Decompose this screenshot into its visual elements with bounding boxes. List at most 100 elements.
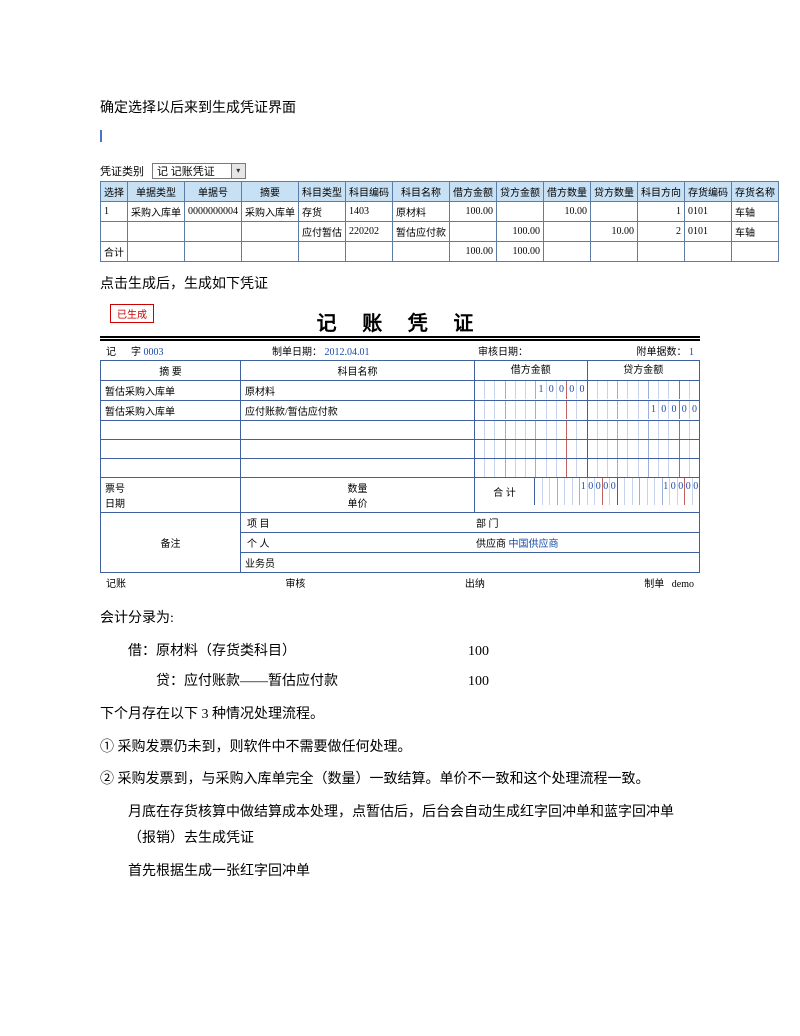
voucher-debit — [475, 459, 588, 478]
grid-total-cell: 合计 — [101, 241, 128, 261]
grid-total-cell — [128, 241, 185, 261]
h-credit: 贷方金额 — [587, 361, 700, 381]
footer-audit: 审核 — [285, 575, 305, 590]
voucher-debit: 10000 — [475, 381, 588, 401]
voucher-meta: 记 字 0003 制单日期： 2012.04.01 审核日期： 附单据数： 1 — [100, 341, 700, 360]
supplier-label: 供应商 — [476, 539, 506, 550]
grid-cell: 100.00 — [497, 221, 544, 241]
grid-cell: 采购入库单 — [128, 201, 185, 221]
h-subject: 科目名称 — [241, 361, 475, 381]
footer-book: 记账 — [106, 575, 126, 590]
generated-badge: 已生成 — [110, 304, 154, 323]
voucher-credit: 10000 — [587, 401, 700, 421]
vertical-bar — [100, 130, 102, 142]
grid-cell — [591, 201, 638, 221]
entry-credit-label: 贷：应付账款——暂估应付款 — [156, 669, 468, 696]
person-label: 个 人 — [241, 533, 470, 552]
voucher-table: 摘 要 科目名称 借方金额 贷方金额 暂估采购入库单原材料10000暂估采购入库… — [100, 360, 700, 573]
make-date-label: 制单日期： — [272, 343, 322, 358]
grid-cell: 0000000004 — [185, 201, 242, 221]
voucher-summary: 暂估采购入库单 — [101, 401, 241, 421]
voucher-credit — [587, 381, 700, 401]
voucher-summary: 暂估采购入库单 — [101, 381, 241, 401]
grid-cell — [242, 221, 299, 241]
grid-cell: 10.00 — [544, 201, 591, 221]
voucher-credit — [587, 421, 700, 440]
attach-num: 1 — [689, 347, 694, 358]
entry-credit-value: 100 — [468, 669, 548, 696]
remark-label: 备注 — [101, 513, 241, 573]
grid-cell — [128, 221, 185, 241]
voucher-debit — [475, 401, 588, 421]
grid-cell — [544, 221, 591, 241]
attach-label: 附单据数： — [637, 343, 687, 358]
grid-cell: 暂估应付款 — [393, 221, 450, 241]
voucher-title: 记 账 凭 证 — [100, 307, 700, 336]
grid-cell: 存货 — [299, 201, 346, 221]
grid-cell: 0101 — [685, 221, 732, 241]
audit-date-label: 审核日期： — [478, 343, 528, 358]
voucher-subject — [241, 440, 475, 459]
grid-total-cell — [638, 241, 685, 261]
grid-total-cell — [299, 241, 346, 261]
voucher-subject: 原材料 — [241, 381, 475, 401]
grid-cell: 100.00 — [450, 201, 497, 221]
grid-header: 贷方金额 — [497, 181, 544, 201]
next-intro: 下个月存在以下 3 种情况处理流程。 — [100, 702, 700, 729]
entry-debit-label: 借：原材料（存货类科目） — [128, 639, 468, 666]
grid-cell: 220202 — [346, 221, 393, 241]
grid-cell: 10.00 — [591, 221, 638, 241]
dept-label: 部 门 — [470, 513, 699, 532]
grid-cell: 车轴 — [732, 221, 779, 241]
grid-header: 存货编码 — [685, 181, 732, 201]
voucher-subject: 应付账款/暂估应付款 — [241, 401, 475, 421]
footer-maker: demo — [672, 579, 694, 590]
voucher-type-row: 凭证类别 记 记账凭证 ▾ — [100, 163, 700, 179]
grid-total-cell — [242, 241, 299, 261]
grid-header: 摘要 — [242, 181, 299, 201]
voucher-debit — [475, 440, 588, 459]
grid-header: 科目名称 — [393, 181, 450, 201]
entry-debit-value: 100 — [468, 639, 548, 666]
grid-cell: 0101 — [685, 201, 732, 221]
grid-cell: 1 — [638, 201, 685, 221]
voucher-credit — [587, 459, 700, 478]
generation-grid: 选择单据类型单据号摘要科目类型科目编码科目名称借方金额贷方金额借方数量贷方数量科… — [100, 181, 779, 262]
grid-header: 借方数量 — [544, 181, 591, 201]
grid-total-cell — [185, 241, 242, 261]
grid-cell — [185, 221, 242, 241]
voucher-subject — [241, 459, 475, 478]
proj-label: 项 目 — [241, 513, 470, 532]
voucher-type-label: 凭证类别 — [100, 163, 144, 179]
grid-cell: 1 — [101, 201, 128, 221]
voucher-summary — [101, 459, 241, 478]
voucher-summary — [101, 440, 241, 459]
footer-make: 制单 — [644, 579, 664, 590]
grid-total-cell — [685, 241, 732, 261]
voucher-type-select[interactable]: 记 记账凭证 ▾ — [152, 163, 246, 179]
dropdown-arrow-icon[interactable]: ▾ — [231, 164, 245, 178]
grid-total-cell — [732, 241, 779, 261]
grid-header: 借方金额 — [450, 181, 497, 201]
grid-total-cell: 100.00 — [497, 241, 544, 261]
voucher-subject — [241, 421, 475, 440]
case-2b: 月底在存货核算中做结算成本处理，点暂估后，后台会自动生成红字回冲单和蓝字回冲单（… — [100, 800, 700, 853]
intro-1: 确定选择以后来到生成凭证界面 — [100, 96, 700, 123]
voucher: 已生成 记 账 凭 证 记 字 0003 制单日期： 2012.04.01 审核… — [100, 304, 700, 592]
grid-header: 科目类型 — [299, 181, 346, 201]
grid-total-cell — [346, 241, 393, 261]
supplier-value: 中国供应商 — [509, 539, 559, 550]
h-summary: 摘 要 — [101, 361, 241, 381]
footer-cashier: 出纳 — [465, 575, 485, 590]
grid-cell: 2 — [638, 221, 685, 241]
grid-header: 科目编码 — [346, 181, 393, 201]
seq-label: 记 — [106, 343, 116, 358]
subtotal-label: 合 计 — [475, 478, 535, 505]
intro-2: 点击生成后，生成如下凭证 — [100, 272, 700, 299]
grid-total-cell — [544, 241, 591, 261]
grid-header: 存货名称 — [732, 181, 779, 201]
grid-cell: 应付暂估 — [299, 221, 346, 241]
voucher-type-value: 记 记账凭证 — [153, 163, 231, 179]
grid-header: 单据号 — [185, 181, 242, 201]
grid-header: 选择 — [101, 181, 128, 201]
